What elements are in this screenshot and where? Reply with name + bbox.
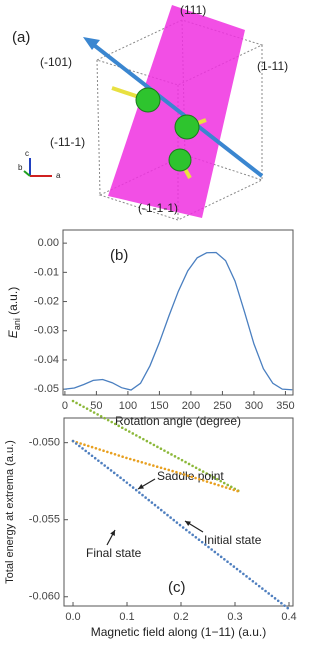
axis-label: a — [56, 171, 61, 180]
figure: (a) (111) (-101) (1-11) (-11-1) (-1-1-1)… — [4, 3, 297, 639]
y-label-part: (a.u.) — [6, 287, 20, 318]
y-label-part: E — [6, 329, 20, 338]
arrow-head — [138, 484, 144, 489]
series-line — [71, 439, 291, 611]
plane-label: (-1-1-1) — [138, 201, 178, 215]
x-tick-label: 0.3 — [227, 611, 242, 623]
y-tick-label: -0.050 — [29, 437, 60, 449]
arrow-head — [110, 530, 115, 536]
x-tick-label: 250 — [213, 400, 231, 412]
panel-label: (a) — [12, 29, 30, 46]
plot-frame — [62, 229, 294, 396]
x-axis-label: Magnetic field along (1−11) (a.u.) — [91, 625, 267, 639]
x-tick-label: 0 — [62, 400, 68, 412]
plot-frame — [63, 417, 294, 607]
y-tick-label: -0.01 — [34, 266, 59, 278]
arrow-head — [185, 521, 191, 526]
series-label: Final state — [86, 546, 142, 560]
y-tick-label: -0.05 — [34, 383, 59, 395]
axis-arrow — [88, 40, 264, 178]
illustration: (a) (111) (-101) (1-11) (-11-1) (-1-1-1)… — [12, 3, 288, 221]
y-tick-label: -0.060 — [29, 591, 60, 603]
x-tick-label: 350 — [276, 400, 294, 412]
atoms — [135, 87, 200, 172]
axis-label: c — [25, 149, 29, 158]
plane-label: (-11-1) — [50, 135, 85, 149]
panel-label: (c) — [168, 579, 186, 596]
y-axis-label: Eani (a.u.) — [6, 287, 22, 338]
axis-label: b — [18, 163, 23, 172]
series-line — [64, 251, 293, 391]
x-tick-label: 0.2 — [173, 611, 188, 623]
plane-label: (-101) — [40, 55, 72, 69]
x-tick-label: 0.0 — [65, 611, 80, 623]
series-line — [71, 439, 242, 494]
series-line — [71, 399, 242, 494]
x-axis-label: Rotation angle (degree) — [115, 414, 241, 428]
y-axis-label: Total energy at extrema (a.u.) — [4, 440, 16, 584]
axis-b — [23, 170, 31, 177]
y-tick-label: -0.02 — [34, 295, 59, 307]
y-tick-label: -0.055 — [29, 514, 60, 526]
plane-label: (111) — [180, 3, 206, 17]
y-tick-label: 0.00 — [38, 237, 59, 249]
x-tick-label: 0.4 — [281, 611, 296, 623]
x-tick-label: 100 — [119, 400, 137, 412]
plane-label: (1-11) — [257, 59, 288, 73]
x-tick-label: 200 — [182, 400, 200, 412]
arrow-head — [83, 37, 100, 50]
x-tick-label: 0.1 — [119, 611, 134, 623]
y-tick-label: -0.04 — [34, 354, 59, 366]
x-tick-label: 150 — [150, 400, 168, 412]
y-label-part: ani — [12, 318, 22, 330]
series-label: Initial state — [204, 533, 262, 547]
x-tick-label: 50 — [90, 400, 102, 412]
panel-label: (b) — [110, 247, 128, 264]
y-tick-label: -0.03 — [34, 325, 59, 337]
x-tick-label: 300 — [245, 400, 263, 412]
